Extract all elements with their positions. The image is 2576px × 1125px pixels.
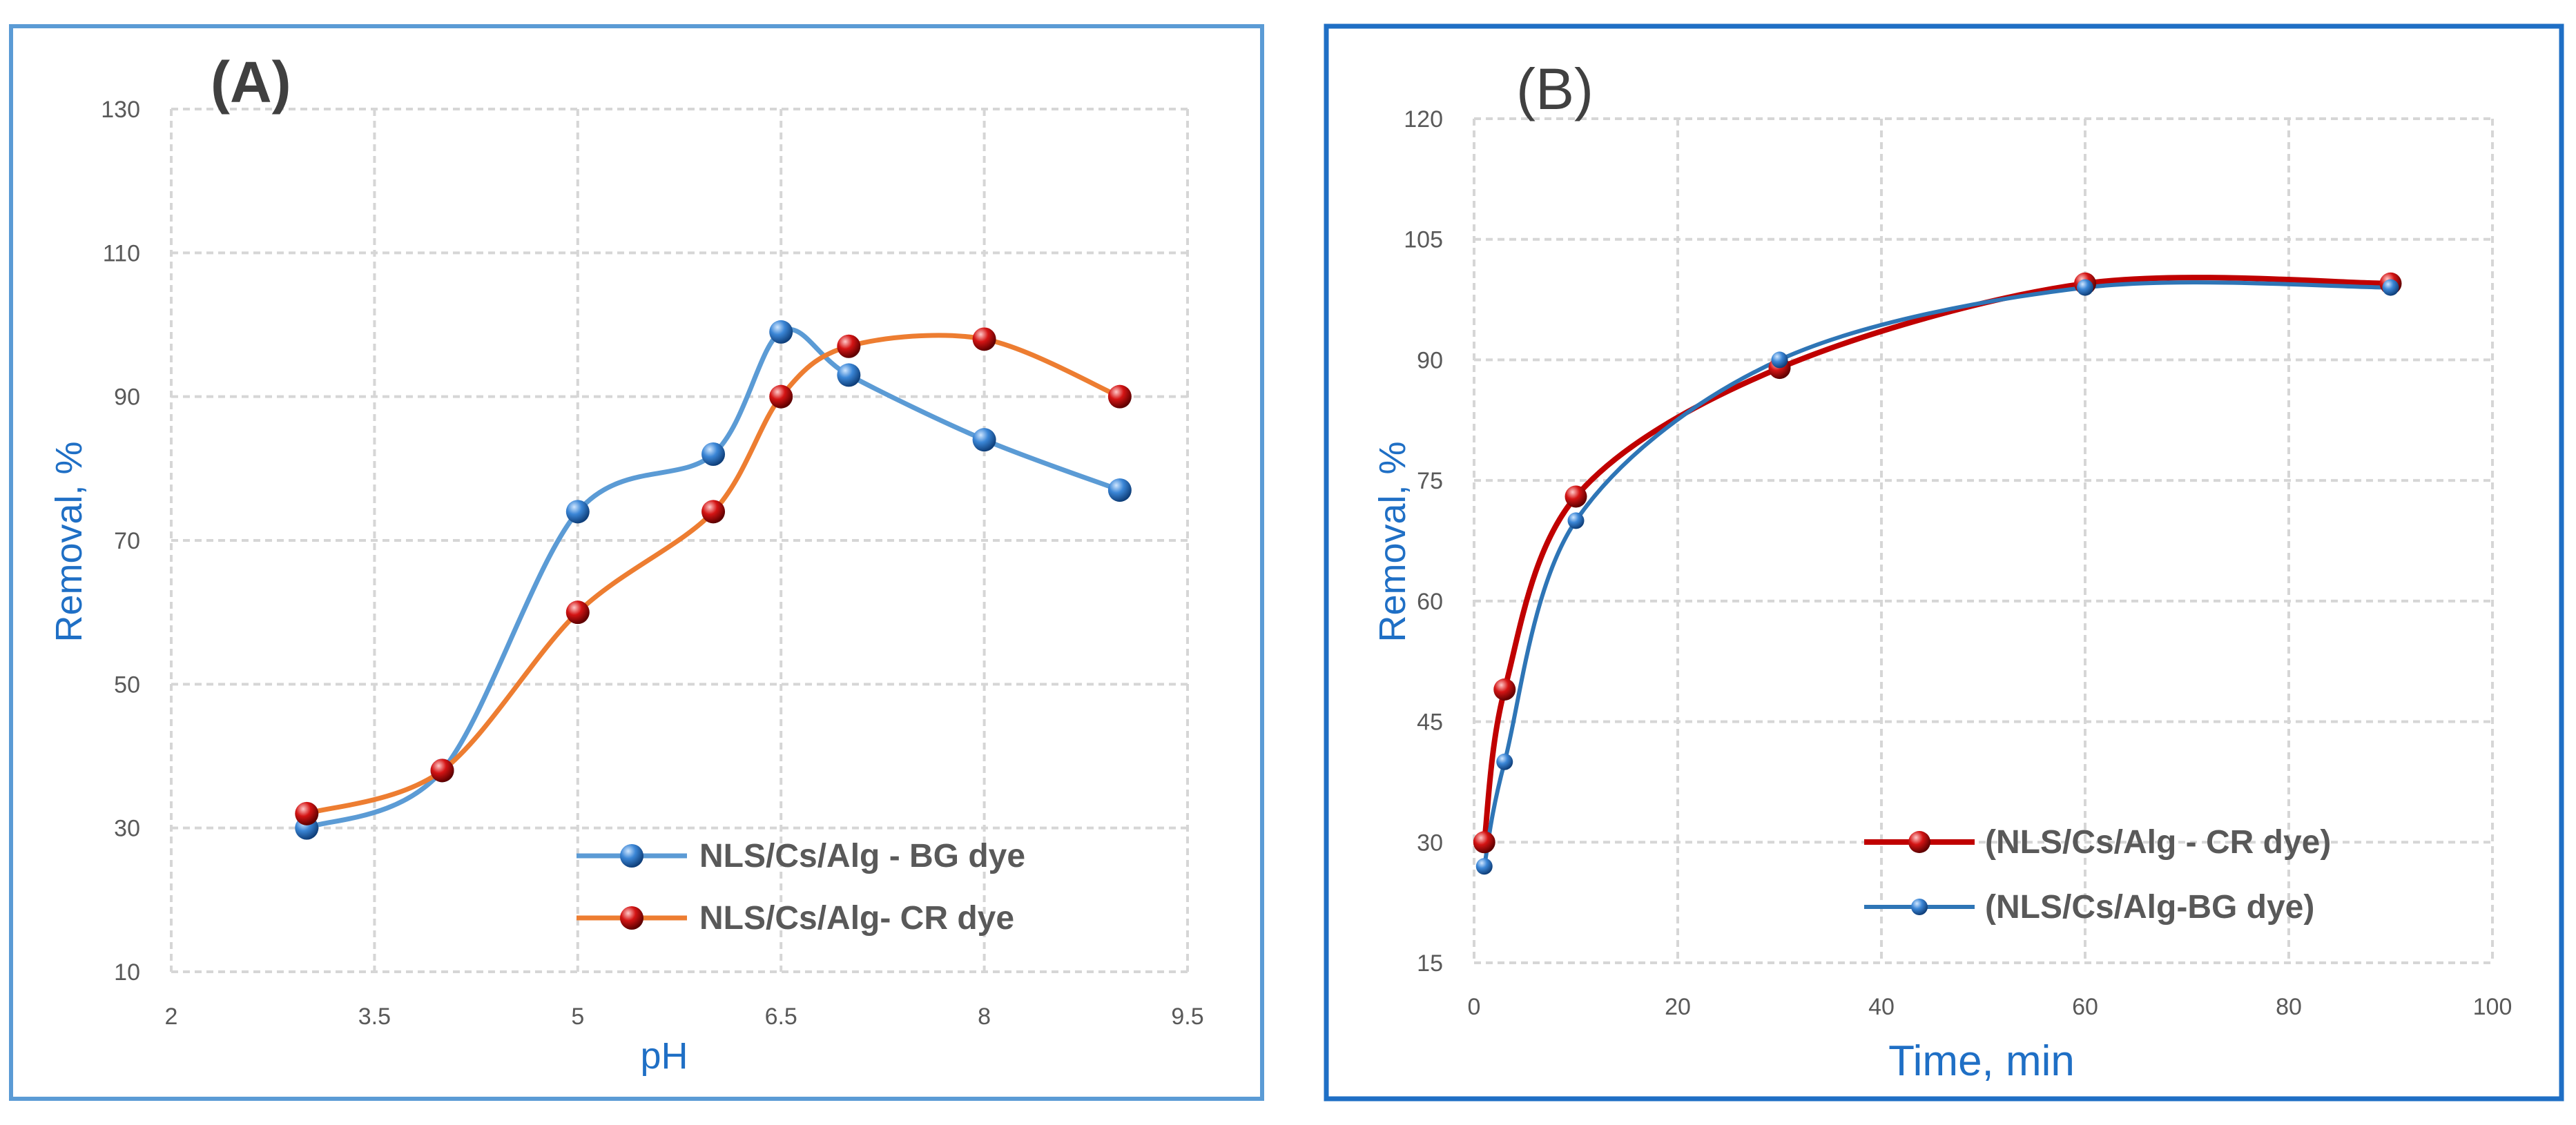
panel-a: 2 3.5 5 6.5 8 9.5 10 30 50 70 90 110 130 (A) pH Remo…: [9, 24, 1264, 1101]
data-point-bg-dye: [565, 500, 590, 524]
data-point-bg-dye: [1496, 753, 1513, 770]
legend-item-bg-dye: NLS/Cs/Alg - BG dye: [577, 838, 1025, 874]
data-point-cr-dye: [837, 334, 861, 358]
data-point-bg-dye: [701, 442, 726, 466]
panel-a-series: [295, 320, 1132, 840]
y-tick-label: 45: [1417, 710, 1443, 736]
data-point-cr-dye: [1493, 678, 1516, 701]
y-tick-label: 130: [101, 97, 140, 123]
panel-b-ticks: 0 20 40 60 80 100 15 30 45 60 75 90 105 120: [1404, 106, 2512, 1020]
panel-a-grid: [170, 108, 1189, 973]
data-point-bg-dye: [2077, 279, 2093, 296]
data-point-cr-dye: [701, 500, 726, 524]
panel-b: 0 20 40 60 80 100 15 30 45 60 75 90 105 120 (B) Time,…: [1324, 23, 2564, 1102]
data-point-bg-dye: [1567, 512, 1585, 529]
panel-a-x-axis-title: pH: [640, 1035, 688, 1077]
panel-b-legend: (NLS/Cs/Alg - CR dye) (NLS/Cs/Alg-BG dye…: [1864, 824, 2331, 926]
x-tick-label: 9.5: [1171, 1004, 1203, 1030]
data-point-bg-dye: [972, 428, 996, 452]
x-tick-label: 5: [571, 1004, 584, 1030]
x-tick-label: 80: [2276, 994, 2302, 1020]
legend-label-cr-dye-b: (NLS/Cs/Alg - CR dye): [1985, 824, 2331, 861]
data-point-cr-dye: [565, 600, 590, 625]
x-tick-label: 2: [165, 1004, 178, 1030]
legend-label-cr-dye: NLS/Cs/Alg- CR dye: [699, 900, 1014, 937]
data-point-bg-dye: [837, 363, 861, 387]
data-point-cr-dye: [295, 801, 319, 825]
y-tick-label: 10: [114, 959, 140, 986]
data-point-bg-dye: [2382, 279, 2399, 296]
panel-a-ticks: 2 3.5 5 6.5 8 9.5 10 30 50 70 90 110 130: [101, 97, 1203, 1030]
legend-item-bg-dye-b: (NLS/Cs/Alg-BG dye): [1864, 889, 2314, 926]
data-point-bg-dye: [1771, 351, 1788, 369]
panel-b-grid: [1473, 117, 2494, 964]
data-point-bg-dye: [1107, 478, 1132, 502]
data-point-cr-dye: [1565, 485, 1587, 508]
y-tick-label: 70: [114, 528, 140, 554]
series-line-bg-dye: [1482, 280, 2393, 869]
data-point-cr-dye: [769, 384, 793, 409]
legend-marker-cr-dye: [620, 906, 643, 930]
panel-b-series: [1473, 272, 2402, 875]
y-tick-label: 15: [1417, 950, 1443, 977]
y-tick-label: 90: [114, 384, 140, 411]
legend-item-cr-dye-b: (NLS/Cs/Alg - CR dye): [1864, 824, 2331, 861]
y-tick-label: 50: [114, 672, 140, 698]
y-tick-label: 75: [1417, 468, 1443, 494]
data-point-bg-dye: [1475, 858, 1493, 875]
panel-b-label: (B): [1516, 57, 1594, 121]
legend-label-bg-dye: NLS/Cs/Alg - BG dye: [699, 838, 1025, 874]
legend-item-cr-dye: NLS/Cs/Alg- CR dye: [577, 900, 1014, 937]
panel-a-y-axis-title: Removal, %: [48, 441, 90, 642]
panel-a-label: (A): [211, 50, 291, 115]
panel-b-frame: [1324, 23, 2564, 1102]
x-tick-label: 100: [2473, 994, 2512, 1020]
panel-a-legend: NLS/Cs/Alg - BG dye NLS/Cs/Alg- CR dye: [577, 838, 1025, 937]
legend-label-bg-dye-b: (NLS/Cs/Alg-BG dye): [1985, 889, 2314, 926]
legend-marker-bg-dye-b: [1911, 899, 1928, 915]
y-tick-label: 30: [114, 816, 140, 842]
y-tick-label: 120: [1404, 106, 1443, 133]
y-tick-label: 30: [1417, 830, 1443, 856]
x-tick-label: 60: [2072, 994, 2098, 1020]
series-line-bg-dye: [304, 326, 1123, 831]
x-tick-label: 6.5: [765, 1004, 797, 1030]
legend-marker-bg-dye: [620, 844, 643, 868]
data-point-cr-dye: [430, 759, 454, 783]
x-tick-label: 40: [1868, 994, 1895, 1020]
series-line-cr-dye: [304, 333, 1123, 816]
data-point-cr-dye: [1107, 384, 1132, 409]
data-point-cr-dye: [1473, 831, 1495, 854]
panel-b-x-axis-title: Time, min: [1888, 1037, 2075, 1085]
y-tick-label: 110: [103, 240, 140, 266]
x-tick-label: 20: [1665, 994, 1691, 1020]
x-tick-label: 8: [978, 1004, 991, 1030]
y-tick-label: 60: [1417, 589, 1443, 615]
panel-b-y-axis-title: Removal, %: [1372, 441, 1413, 642]
y-tick-label: 105: [1404, 227, 1443, 253]
data-point-bg-dye: [769, 320, 793, 344]
y-tick-label: 90: [1417, 347, 1443, 373]
x-tick-label: 0: [1468, 994, 1481, 1020]
panel-a-frame: [9, 24, 1264, 1101]
x-tick-label: 3.5: [358, 1004, 391, 1030]
legend-marker-cr-dye-b: [1908, 831, 1930, 853]
data-point-cr-dye: [972, 327, 996, 351]
